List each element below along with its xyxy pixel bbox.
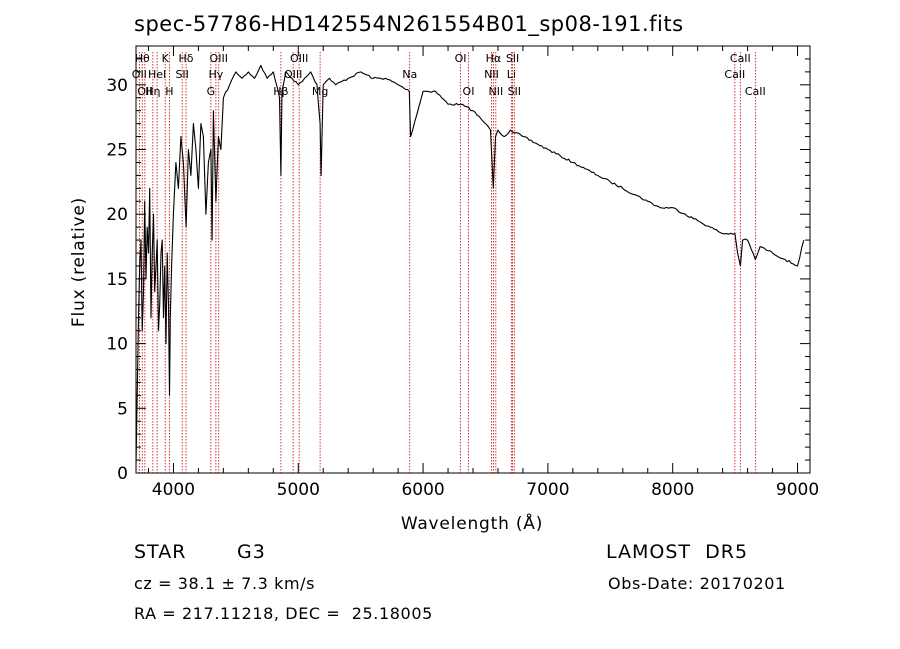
line-marker-label: SII	[508, 85, 521, 98]
line-marker-label: NII	[484, 68, 499, 81]
chart-title: spec-57786-HD142554N261554B01_sp08-191.f…	[134, 12, 684, 36]
line-marker-label: Hη	[145, 85, 160, 98]
x-tick-label: 6000	[401, 480, 444, 500]
line-marker-label: NII	[488, 85, 503, 98]
coordinates: RA = 217.11218, DEC = 25.18005	[134, 604, 433, 623]
line-marker-label: Hγ	[208, 68, 223, 81]
line-marker-label: Na	[402, 68, 417, 81]
line-marker-label: OIII	[290, 52, 308, 65]
y-axis-ticks: 0 5 10 15 20 25 30	[106, 45, 810, 484]
line-marker-label: Mg	[312, 85, 328, 98]
line-marker-label: Hδ	[179, 52, 194, 65]
y-tick-label: 25	[106, 141, 128, 161]
x-axis-label: Wavelength (Å)	[401, 512, 543, 534]
line-marker-label: H	[165, 85, 173, 98]
x-tick-label: 4000	[152, 480, 195, 500]
line-marker-label: K	[162, 52, 170, 65]
line-marker-label: HeI	[148, 68, 166, 81]
x-tick-label: 5000	[277, 480, 320, 500]
y-tick-label: 0	[117, 464, 128, 484]
object-subclass: G3	[237, 541, 266, 563]
line-marker-label: SII	[175, 68, 188, 81]
x-axis-ticks: 4000 5000 6000 7000 8000 9000	[147, 46, 819, 500]
line-marker-label: Hθ	[135, 52, 150, 65]
line-markers	[138, 52, 756, 473]
line-marker-label: Li	[507, 68, 516, 81]
line-marker-label: Hα	[486, 52, 502, 65]
line-marker-label: OIII	[210, 52, 228, 65]
y-tick-label: 30	[106, 76, 128, 96]
line-marker-label: OII	[132, 68, 147, 81]
y-tick-label: 15	[106, 270, 128, 290]
x-tick-label: 7000	[526, 480, 569, 500]
line-marker-label: CaII	[730, 52, 751, 65]
x-tick-label: 8000	[651, 480, 694, 500]
plot-frame	[135, 45, 811, 474]
survey-name: LAMOST DR5	[606, 541, 749, 563]
line-marker-label: SII	[506, 52, 519, 65]
spectrum-line	[135, 64, 805, 467]
line-marker-label: OI	[463, 85, 475, 98]
x-tick-label: 9000	[776, 480, 819, 500]
line-marker-labels: OIIHθOIIHηHeIKHSIIHδGHγOIIIHβOIIIOIIIMgN…	[132, 52, 766, 98]
line-marker-label: Hβ	[273, 85, 288, 98]
line-marker-label: OIII	[284, 68, 302, 81]
y-tick-label: 5	[117, 399, 128, 419]
redshift-velocity: cz = 38.1 ± 7.3 km/s	[134, 574, 316, 593]
line-marker-label: CaII	[745, 85, 766, 98]
observation-date: Obs-Date: 20170201	[608, 574, 786, 593]
object-class: STAR	[134, 541, 187, 563]
line-marker-label: G	[207, 85, 216, 98]
line-marker-label: OI	[455, 52, 467, 65]
line-marker-label: CaII	[724, 68, 745, 81]
line-marker-label: OII	[137, 85, 152, 98]
y-tick-label: 20	[106, 205, 128, 225]
y-axis-label: Flux (relative)	[69, 197, 89, 327]
y-tick-label: 10	[106, 335, 128, 355]
